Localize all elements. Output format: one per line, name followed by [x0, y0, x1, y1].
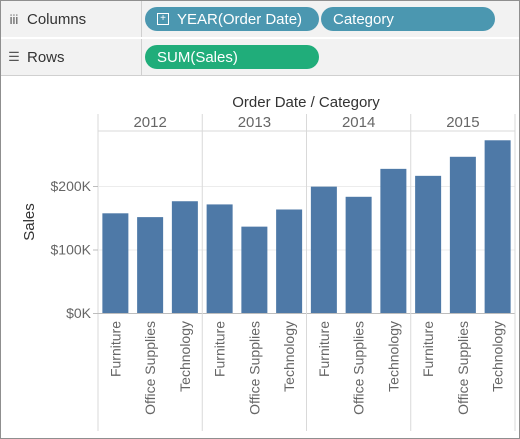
x-category-label: Office Supplies — [246, 321, 262, 415]
x-category-label: Office Supplies — [455, 321, 471, 415]
bar-2015-furniture — [415, 175, 442, 313]
bar-2014-technology — [380, 168, 407, 313]
year-header-2015: 2015 — [446, 114, 479, 131]
year-header-2012: 2012 — [133, 114, 166, 131]
rows-shelf-label: ☰ Rows — [1, 39, 141, 75]
x-category-label: Technology — [490, 321, 506, 392]
x-category-label: Furniture — [316, 321, 332, 377]
bar-2012-technology — [171, 201, 198, 313]
columns-icon: iii — [9, 11, 19, 27]
x-category-label: Technology — [385, 321, 401, 392]
rows-shelf: ☰ Rows SUM(Sales) — [1, 39, 519, 75]
expand-plus-icon[interactable]: + — [157, 13, 169, 25]
year-order-date-pill[interactable]: + YEAR(Order Date) — [145, 7, 319, 31]
pill-label: SUM(Sales) — [157, 48, 238, 66]
x-category-label: Technology — [281, 321, 297, 392]
bar-2014-office-supplies — [345, 196, 372, 313]
columns-shelf-label: iii Columns — [1, 1, 141, 37]
x-category-label: Technology — [177, 321, 193, 392]
view-top-border — [1, 75, 519, 76]
bar-2013-technology — [276, 209, 303, 313]
bar-2013-office-supplies — [241, 226, 268, 313]
chart-title: Order Date / Category — [232, 94, 380, 111]
year-header-2014: 2014 — [342, 114, 375, 131]
year-header-2013: 2013 — [238, 114, 271, 131]
rows-icon: ☰ — [8, 49, 20, 64]
columns-label: Columns — [27, 10, 87, 28]
y-tick-label: $0K — [66, 305, 92, 321]
bar-2012-furniture — [102, 213, 129, 313]
y-tick-label: $200K — [51, 178, 92, 194]
bar-2012-office-supplies — [137, 217, 164, 313]
columns-shelf: iii Columns + YEAR(Order Date) Category — [1, 1, 519, 37]
x-category-label: Furniture — [107, 321, 123, 377]
category-pill[interactable]: Category — [321, 7, 495, 31]
rows-label: Rows — [27, 48, 65, 66]
bar-2015-office-supplies — [449, 156, 476, 313]
bar-2013-furniture — [206, 204, 233, 313]
pill-label: Category — [333, 10, 394, 28]
pill-label: YEAR(Order Date) — [177, 10, 303, 28]
x-category-label: Furniture — [420, 321, 436, 377]
shelf-separator — [1, 37, 519, 39]
shelf-divider — [141, 1, 142, 37]
y-tick-label: $100K — [51, 242, 92, 258]
x-category-label: Office Supplies — [142, 321, 158, 415]
bar-2014-furniture — [310, 186, 337, 313]
shelf-divider — [141, 39, 142, 75]
sum-sales-pill[interactable]: SUM(Sales) — [145, 45, 319, 69]
x-category-label: Office Supplies — [351, 321, 367, 415]
y-axis-label: Sales — [21, 203, 38, 241]
x-category-label: Furniture — [212, 321, 228, 377]
bar-2015-technology — [484, 140, 511, 313]
